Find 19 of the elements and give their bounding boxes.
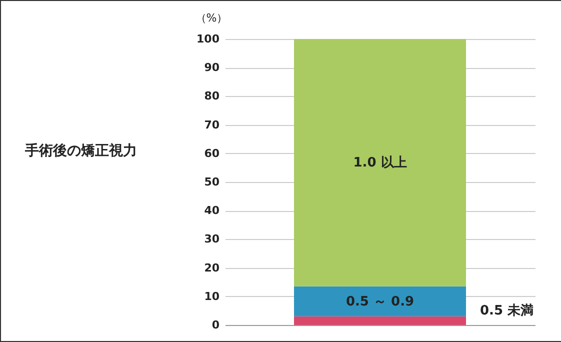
y-tick-label: 40	[204, 204, 220, 218]
bar	[294, 286, 466, 316]
series-label: 0.5 未満	[480, 304, 534, 319]
bar	[294, 316, 466, 325]
y-tick-label: 70	[204, 118, 220, 132]
bar	[294, 39, 466, 286]
y-axis-title: （%）	[195, 12, 228, 24]
series-label: 0.5 ～ 0.9	[346, 294, 414, 310]
y-tick-label: 0	[212, 318, 220, 332]
y-tick-label: 30	[204, 232, 220, 246]
text: 手術後の矯正視力	[24, 142, 137, 159]
y-tick-label: 50	[204, 176, 220, 188]
y-tick-label: 80	[204, 90, 220, 103]
y-tick-label: 60	[204, 146, 220, 160]
series-label: 1.0 以上	[353, 156, 407, 171]
y-tick-label: 90	[204, 61, 220, 74]
y-tick-label: 100	[196, 32, 220, 46]
y-tick-label: 20	[204, 261, 220, 274]
y-tick-label: 10	[204, 290, 220, 303]
